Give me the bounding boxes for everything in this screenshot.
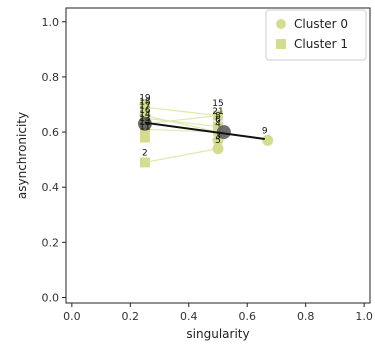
edge-line xyxy=(144,106,219,117)
x-tick-label: 0.6 xyxy=(238,310,256,323)
cluster-1-point xyxy=(139,132,150,143)
edge-line xyxy=(144,114,219,133)
point-label: 12 xyxy=(139,118,150,128)
cluster-center xyxy=(216,125,231,140)
point-label: 16 xyxy=(139,106,151,116)
trend-line xyxy=(144,121,265,140)
point-label: 21 xyxy=(212,107,223,117)
y-tick-label: 0.8 xyxy=(42,71,60,84)
legend: Cluster 0 Cluster 1 xyxy=(265,9,367,61)
point-label: 11 xyxy=(139,122,150,132)
point-label: 4 xyxy=(215,120,221,130)
cluster-1-point xyxy=(213,110,223,121)
plot-frame xyxy=(65,7,371,304)
point-label: 19 xyxy=(139,93,151,103)
x-tick-label: 0.2 xyxy=(122,310,140,323)
edge-line xyxy=(144,117,219,128)
y-tick-label: 0.0 xyxy=(42,291,60,304)
cluster-center xyxy=(137,116,152,131)
point-label: 15 xyxy=(212,99,223,109)
edge-line xyxy=(144,148,219,163)
y-tick-label: 0.6 xyxy=(42,126,60,139)
x-tick-label: 0.8 xyxy=(297,310,315,323)
y-axis-label: asynchronicity xyxy=(15,112,29,199)
x-tick-label: 0.0 xyxy=(63,310,81,323)
x-tick-label: 0.4 xyxy=(180,310,198,323)
edge-lines xyxy=(144,106,268,163)
y-tick-label: 1.0 xyxy=(42,16,60,29)
edge-line xyxy=(144,114,219,125)
x-tick-label: 1.0 xyxy=(355,310,373,323)
point-label: 2 xyxy=(142,149,148,159)
point-label: 14 xyxy=(139,110,151,120)
legend-marker-square xyxy=(276,39,286,49)
legend-label: Cluster 0 xyxy=(294,17,348,31)
legend-marker-circle xyxy=(276,19,286,29)
point-label: 18 xyxy=(139,97,151,107)
cluster-1-point xyxy=(213,121,223,132)
point-label: 3 xyxy=(215,132,221,142)
x-axis-label: singularity xyxy=(186,327,249,341)
point-label: 5 xyxy=(215,136,221,146)
trend-line-group xyxy=(144,121,265,140)
point-label: 8 xyxy=(215,111,221,121)
cluster-1-point xyxy=(139,157,150,168)
cluster-0-point xyxy=(212,143,224,155)
legend-label: Cluster 1 xyxy=(294,37,348,51)
y-tick-label: 0.2 xyxy=(42,236,60,249)
cluster-centers xyxy=(137,116,231,140)
cluster-0-point xyxy=(262,134,274,146)
legend-box xyxy=(265,9,367,61)
point-label: 17 xyxy=(139,102,150,112)
point-label: 6 xyxy=(215,115,221,125)
point-label: 13 xyxy=(139,114,150,124)
cluster-1-point xyxy=(139,102,150,113)
y-tick-label: 0.4 xyxy=(42,181,60,194)
point-label: 9 xyxy=(262,126,268,136)
axes: 0.0 0.2 0.4 0.6 0.8 1.0 0.0 0.2 0.4 0.6 0.8 1.0 sing… xyxy=(15,7,373,341)
